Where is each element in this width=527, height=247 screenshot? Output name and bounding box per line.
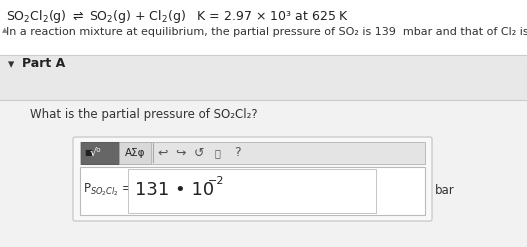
FancyBboxPatch shape — [80, 142, 425, 164]
Text: ?: ? — [233, 146, 240, 160]
Text: What is the partial pressure of SO₂Cl₂?: What is the partial pressure of SO₂Cl₂? — [30, 108, 258, 121]
Bar — [0, 55, 527, 100]
FancyBboxPatch shape — [81, 142, 119, 164]
Bar — [0, 0, 527, 55]
FancyBboxPatch shape — [119, 142, 151, 164]
Text: ↪: ↪ — [175, 146, 186, 160]
Text: bar: bar — [435, 184, 455, 197]
Text: 131 • 10: 131 • 10 — [135, 181, 214, 199]
Text: Part A: Part A — [22, 57, 65, 70]
Text: SO$_2$Cl$_2$(g) $\rightleftharpoons$ SO$_2$(g) + Cl$_2$(g)   K = 2.97 × 10³ at 6: SO$_2$Cl$_2$(g) $\rightleftharpoons$ SO$… — [6, 8, 349, 25]
Text: ⬜: ⬜ — [214, 148, 220, 158]
FancyBboxPatch shape — [73, 137, 432, 221]
Bar — [0, 100, 527, 247]
FancyBboxPatch shape — [80, 167, 425, 215]
Text: In a reaction mixture at equilibrium, the partial pressure of SO₂ is 139  mbar a: In a reaction mixture at equilibrium, th… — [6, 27, 527, 37]
FancyBboxPatch shape — [128, 169, 376, 213]
Text: ↺: ↺ — [194, 146, 204, 160]
Text: P$_{SO_2Cl_2}$ =: P$_{SO_2Cl_2}$ = — [83, 182, 132, 198]
Text: AΣφ: AΣφ — [125, 148, 145, 158]
Text: √⁰: √⁰ — [90, 148, 102, 158]
Text: ▾: ▾ — [8, 58, 14, 71]
Text: −2: −2 — [208, 176, 225, 186]
Text: ▲: ▲ — [2, 27, 7, 33]
Text: ■: ■ — [84, 148, 92, 158]
Text: ↩: ↩ — [158, 146, 168, 160]
